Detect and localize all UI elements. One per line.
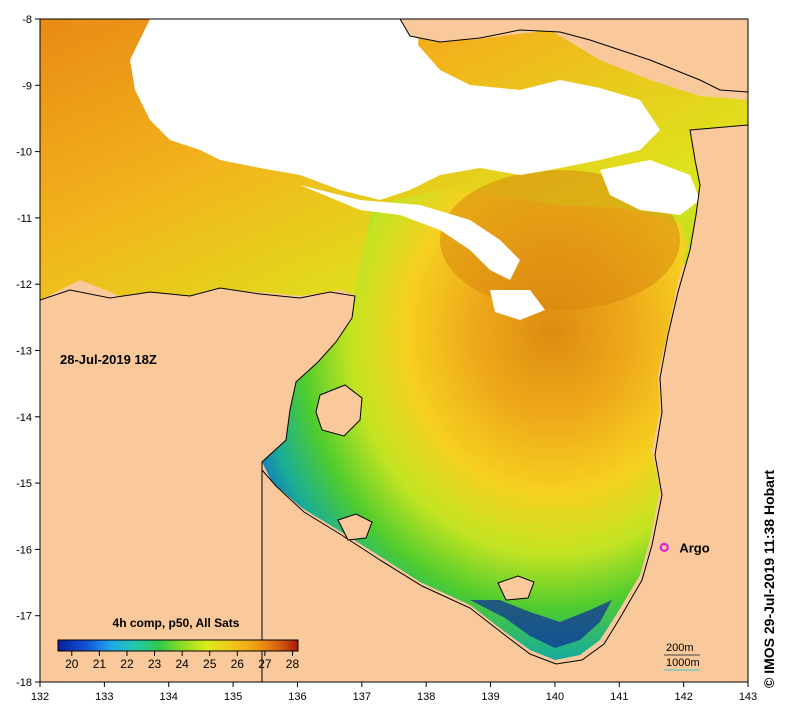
cloud-region <box>490 290 545 320</box>
land-mass <box>497 575 535 601</box>
colorbar-tick-label: 28 <box>286 657 300 671</box>
colorbar-tick-label: 21 <box>93 657 107 671</box>
y-tick-label: -16 <box>16 544 32 556</box>
cloud-region <box>300 185 520 280</box>
x-tick-label: 138 <box>417 691 435 703</box>
y-tick-label: -10 <box>16 147 32 159</box>
x-tick-label: 141 <box>610 691 628 703</box>
x-tick-label: 139 <box>481 691 499 703</box>
y-tick-label: -12 <box>16 279 32 291</box>
credit-text: © IMOS 29-Jul-2019 11:38 Hobart <box>761 469 777 688</box>
colorbar-tick-label: 24 <box>175 657 189 671</box>
longitude-axis: 132 133 134 135 136 137 138 139 140 141 142 143 <box>31 682 757 703</box>
y-tick-label: -9 <box>22 80 32 92</box>
latitude-axis: -8 -9 -10 -11 -12 -13 -14 -15 -16 -17 -18 <box>16 14 40 689</box>
cloud-region <box>600 160 700 215</box>
x-tick-label: 133 <box>95 691 113 703</box>
colorbar-tick-label: 20 <box>65 657 79 671</box>
cool-coastal-band <box>470 600 612 648</box>
land-mass <box>315 384 363 437</box>
land-mass <box>399 19 748 93</box>
colorbar <box>57 639 299 652</box>
colorbar-legend: 4h comp, p50, All Sats 20 21 22 23 24 25 26 27 2… <box>57 616 299 671</box>
y-tick-label: -11 <box>17 213 32 225</box>
x-tick-label: 134 <box>160 691 178 703</box>
x-tick-label: 132 <box>31 691 49 703</box>
x-tick-label: 142 <box>674 691 692 703</box>
colorbar-ticks: 20 21 22 23 24 25 26 27 28 <box>65 651 299 671</box>
cloud-region <box>130 19 660 200</box>
x-tick-label: 135 <box>224 691 242 703</box>
y-tick-label: -18 <box>16 677 32 689</box>
x-tick-label: 137 <box>353 691 371 703</box>
colorbar-tick-label: 27 <box>258 657 272 671</box>
x-tick-label: 136 <box>288 691 306 703</box>
colorbar-tick-label: 26 <box>231 657 245 671</box>
colorbar-tick-label: 25 <box>203 657 217 671</box>
contour-legend: 200m 1000m <box>664 642 700 671</box>
y-tick-label: -8 <box>22 14 32 26</box>
colorbar-tick-label: 22 <box>120 657 134 671</box>
colorbar-tick-label: 23 <box>148 657 162 671</box>
argo-label: Argo <box>679 540 709 555</box>
y-tick-label: -15 <box>16 478 32 490</box>
x-tick-label: 140 <box>546 691 564 703</box>
contour-1000m-label: 1000m <box>666 657 700 669</box>
plot-area <box>40 19 748 682</box>
date-label: 28-Jul-2019 18Z <box>60 352 157 367</box>
land-mass <box>261 124 748 682</box>
contour-200m-label: 200m <box>666 642 694 654</box>
legend-title: 4h comp, p50, All Sats <box>113 616 240 630</box>
land-mass <box>337 513 373 541</box>
y-tick-label: -13 <box>16 346 32 358</box>
land-mass <box>40 287 356 682</box>
argo-float-icon <box>659 542 669 553</box>
argo-marker: Argo <box>659 540 710 555</box>
x-tick-label: 143 <box>739 691 757 703</box>
y-tick-label: -14 <box>16 412 32 424</box>
y-tick-label: -17 <box>16 611 32 623</box>
